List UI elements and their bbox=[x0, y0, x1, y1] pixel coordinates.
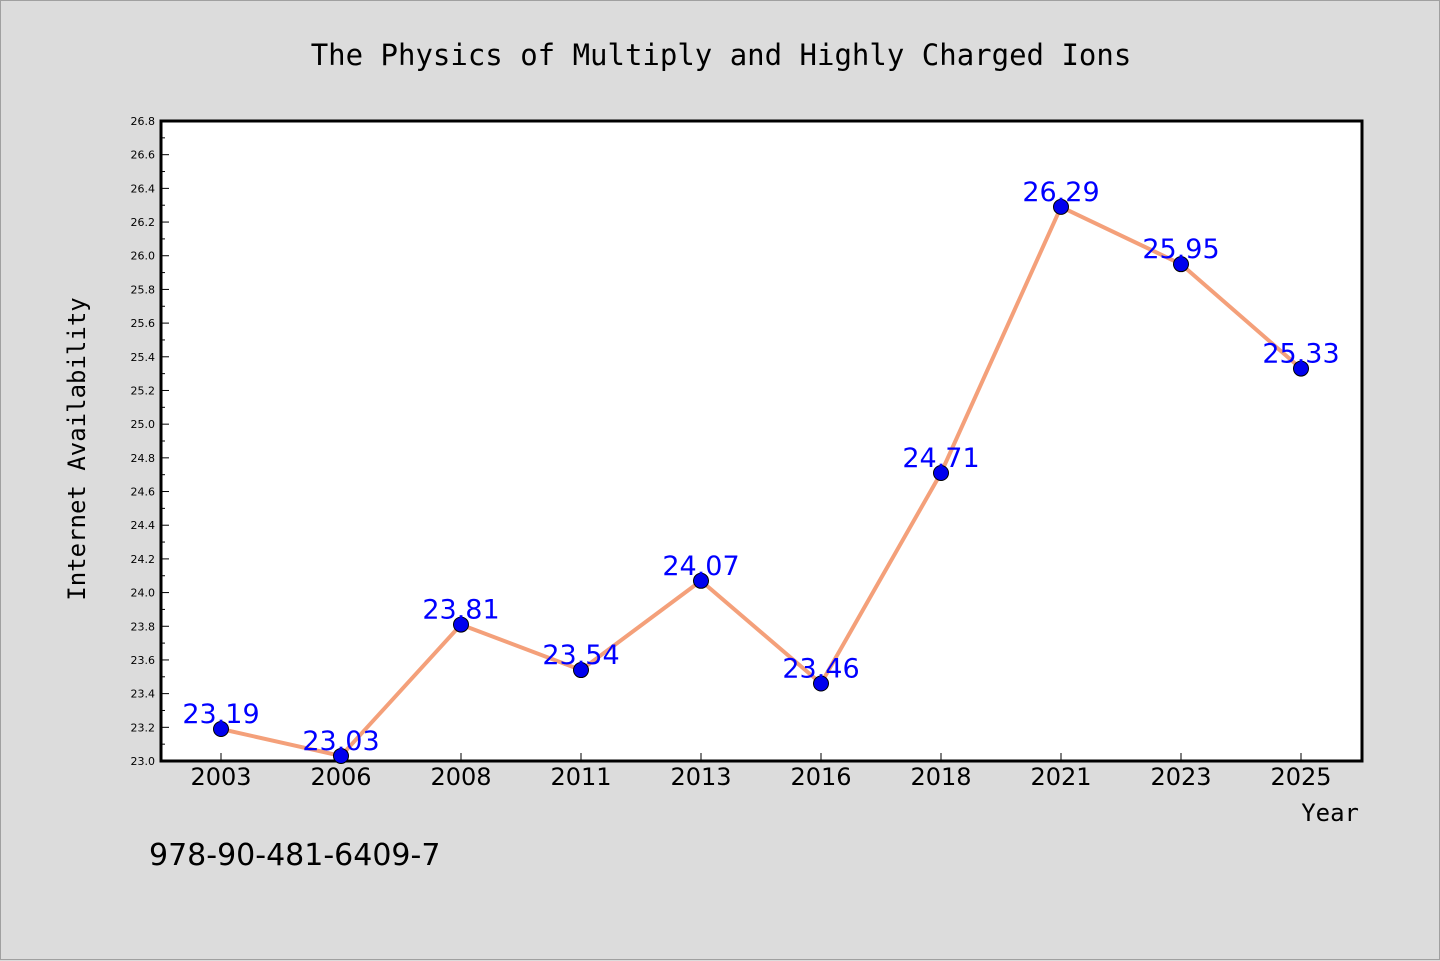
y-axis-label: Internet Availability bbox=[63, 297, 91, 600]
data-point bbox=[693, 572, 709, 589]
data-markers bbox=[213, 198, 1309, 764]
plot-area bbox=[159, 119, 1364, 763]
data-label: 23.19 bbox=[182, 699, 259, 730]
data-point bbox=[1053, 198, 1069, 215]
data-point bbox=[213, 721, 229, 737]
data-point bbox=[333, 747, 349, 764]
data-label: 24.07 bbox=[662, 551, 739, 582]
y-tick-label: 23.8 bbox=[131, 620, 156, 633]
y-tick-label: 26.0 bbox=[131, 250, 156, 263]
x-axis-label: Year bbox=[1301, 799, 1359, 827]
y-axis: 23.0 23.2 23.4 23.6 23.8 24.0 24.2 24.4 24.6 24.8… bbox=[131, 115, 169, 768]
y-tick-label: 23.0 bbox=[131, 755, 156, 768]
series-line bbox=[220, 204, 1303, 758]
y-tick-label: 25.4 bbox=[131, 351, 156, 364]
x-tick-label: 2008 bbox=[430, 763, 491, 791]
y-tick-label: 23.2 bbox=[131, 721, 156, 734]
y-tick-label: 25.8 bbox=[131, 283, 156, 296]
data-point bbox=[453, 616, 469, 633]
y-tick-label: 26.6 bbox=[131, 149, 156, 162]
data-labels: 23.19 23.03 23.81 23.54 24.07 23.46 24.71 26.29… bbox=[182, 177, 1339, 757]
x-tick-label: 2011 bbox=[550, 763, 611, 791]
data-label: 23.03 bbox=[302, 726, 379, 757]
x-tick-label: 2003 bbox=[190, 763, 251, 791]
y-tick-label: 26.2 bbox=[131, 216, 156, 229]
x-tick-label: 2018 bbox=[910, 763, 971, 791]
x-tick-label: 2021 bbox=[1030, 763, 1091, 791]
y-tick-label: 24.2 bbox=[131, 553, 156, 566]
data-label: 26.29 bbox=[1022, 177, 1099, 208]
data-label: 23.81 bbox=[422, 595, 499, 626]
x-tick-label: 2016 bbox=[790, 763, 851, 791]
y-tick-label: 24.8 bbox=[131, 452, 156, 465]
data-point bbox=[1173, 256, 1189, 273]
y-tick-label: 24.4 bbox=[131, 519, 156, 532]
x-tick-label: 2025 bbox=[1270, 763, 1331, 791]
y-tick-label: 24.6 bbox=[131, 486, 156, 499]
x-tick-label: 2013 bbox=[670, 763, 731, 791]
data-label: 23.54 bbox=[542, 640, 619, 671]
data-label: 25.95 bbox=[1142, 234, 1219, 265]
data-point bbox=[1293, 360, 1309, 377]
y-tick-label: 23.6 bbox=[131, 654, 156, 667]
data-point bbox=[573, 662, 589, 679]
data-point bbox=[933, 465, 949, 481]
chart-title: The Physics of Multiply and Highly Charg… bbox=[311, 38, 1132, 72]
y-tick-label: 24.0 bbox=[131, 587, 156, 600]
x-tick-label: 2006 bbox=[310, 763, 371, 791]
y-tick-label: 23.4 bbox=[131, 688, 156, 701]
data-point bbox=[813, 675, 829, 692]
x-axis: 2003 2006 2008 2011 2013 2016 2018 2021 2023 2025 bbox=[190, 753, 1332, 791]
y-tick-label: 26.4 bbox=[131, 182, 156, 195]
y-tick-label: 25.6 bbox=[131, 317, 156, 330]
y-tick-label: 25.2 bbox=[131, 384, 156, 397]
isbn-text: 978-90-481-6409-7 bbox=[149, 838, 440, 873]
y-tick-label: 26.8 bbox=[131, 115, 156, 128]
x-tick-label: 2023 bbox=[1150, 763, 1211, 791]
data-label: 23.46 bbox=[782, 654, 859, 685]
data-label: 25.33 bbox=[1262, 339, 1339, 370]
data-label: 24.71 bbox=[902, 443, 979, 474]
y-tick-label: 25.0 bbox=[131, 418, 156, 431]
